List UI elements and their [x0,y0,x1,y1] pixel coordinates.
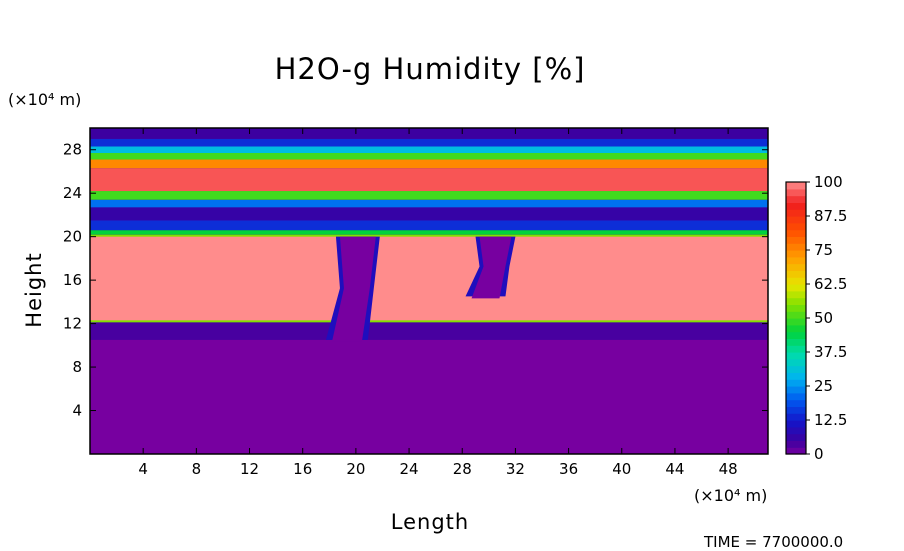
plot-frame [89,127,769,455]
colorbar-swatch [786,433,806,441]
colorbar-swatch [786,331,806,339]
y-tick-label: 8 [72,358,82,376]
colorbar-swatch [786,229,806,237]
colorbar-swatch [786,318,806,326]
dry-intrusion-1 [471,236,512,299]
colorbar-swatch [786,386,806,394]
colorbar-swatch [786,270,806,278]
colorbar-tick-label: 100 [814,173,843,191]
humidity-band-6 [90,168,768,192]
humidity-band-0 [90,339,768,454]
colorbar-swatch [786,188,806,197]
humidity-band-8 [90,152,768,160]
colorbar-tick-label: 62.5 [814,275,847,293]
colorbar-swatch [786,392,806,401]
x-tick-label: 24 [400,460,419,478]
x-axis-label: Length [390,510,470,534]
x-tick-label: 12 [240,460,259,478]
colorbar-swatch [786,420,806,428]
colorbar-swatch [786,256,806,265]
x-tick-label: 28 [453,460,472,478]
colorbar-tick-label: 25 [814,377,833,395]
x-tick-label: 16 [293,460,312,478]
colorbar-tick-label: 50 [814,309,833,327]
colorbar-swatch [786,379,806,387]
y-tick-label: 12 [63,315,82,333]
dry-intrusion-0 [331,236,376,342]
colorbar-swatch [786,182,806,190]
cloud-layer [90,236,768,321]
colorbar-swatch [786,216,806,224]
humidity-band-1 [90,230,768,235]
humidity-band-7 [90,159,768,169]
colorbar-swatch [786,297,806,305]
colorbar-swatch [786,358,806,367]
humidity-band-11 [90,128,768,139]
x-tick-label: 44 [665,460,684,478]
colorbar-swatch [786,284,806,292]
colorbar-swatch [786,365,806,373]
colorbar-swatch [786,345,806,353]
colorbar-tick-label: 37.5 [814,343,847,361]
colorbar-swatch [786,277,806,285]
chart-title: H2O-g Humidity [%] [274,52,586,86]
x-tick-label: 48 [719,460,738,478]
colorbar-tick-label: 75 [814,241,833,259]
x-tick-label: 20 [346,460,365,478]
colorbar-swatch [786,222,806,231]
colorbar-swatch [786,209,806,217]
y-tick-label: 24 [63,184,82,202]
y-tick-label: 4 [72,402,82,420]
humidity-band-10 [90,138,768,147]
colorbar-tick-label: 12.5 [814,411,847,429]
colorbar-swatch [786,324,806,333]
colorbar-swatch [786,440,806,448]
x-tick-label: 8 [192,460,202,478]
colorbar-tick-label: 87.5 [814,207,847,225]
colorbar-swatch [786,250,806,258]
x-tick-label: 36 [559,460,578,478]
humidity-band-5 [90,191,768,200]
humidity-band-9 [90,146,768,153]
colorbar-swatch [786,304,806,312]
colorbar-swatch [786,413,806,421]
x-tick-label: 4 [138,460,148,478]
colorbar-swatch [786,426,806,435]
colorbar-swatch [786,195,806,203]
colorbar-swatch [786,290,806,299]
colorbar-swatch [786,406,806,414]
colorbar-swatch [786,311,806,319]
colorbar-tick-label: 0 [814,445,824,463]
colorbar-swatch [786,372,806,380]
humidity-band-3 [90,207,768,221]
humidity-band-2 [90,220,768,231]
colorbar-swatch [786,447,806,455]
y-tick-label: 16 [63,271,82,289]
humidity-band-4 [90,199,768,208]
colorbar-swatch [786,243,806,251]
colorbar-swatch [786,399,806,407]
colorbar-swatch [786,352,806,360]
y-tick-label: 28 [63,141,82,159]
x-tick-label: 40 [612,460,631,478]
x-unit-label: (×10⁴ m) [694,486,768,505]
y-unit-label: (×10⁴ m) [8,90,82,109]
colorbar-swatch [786,263,806,271]
colorbar-swatch [786,202,806,210]
y-tick-label: 20 [63,228,82,246]
colorbar-swatch [786,338,806,346]
x-tick-label: 32 [506,460,525,478]
colorbar-swatch [786,236,806,244]
